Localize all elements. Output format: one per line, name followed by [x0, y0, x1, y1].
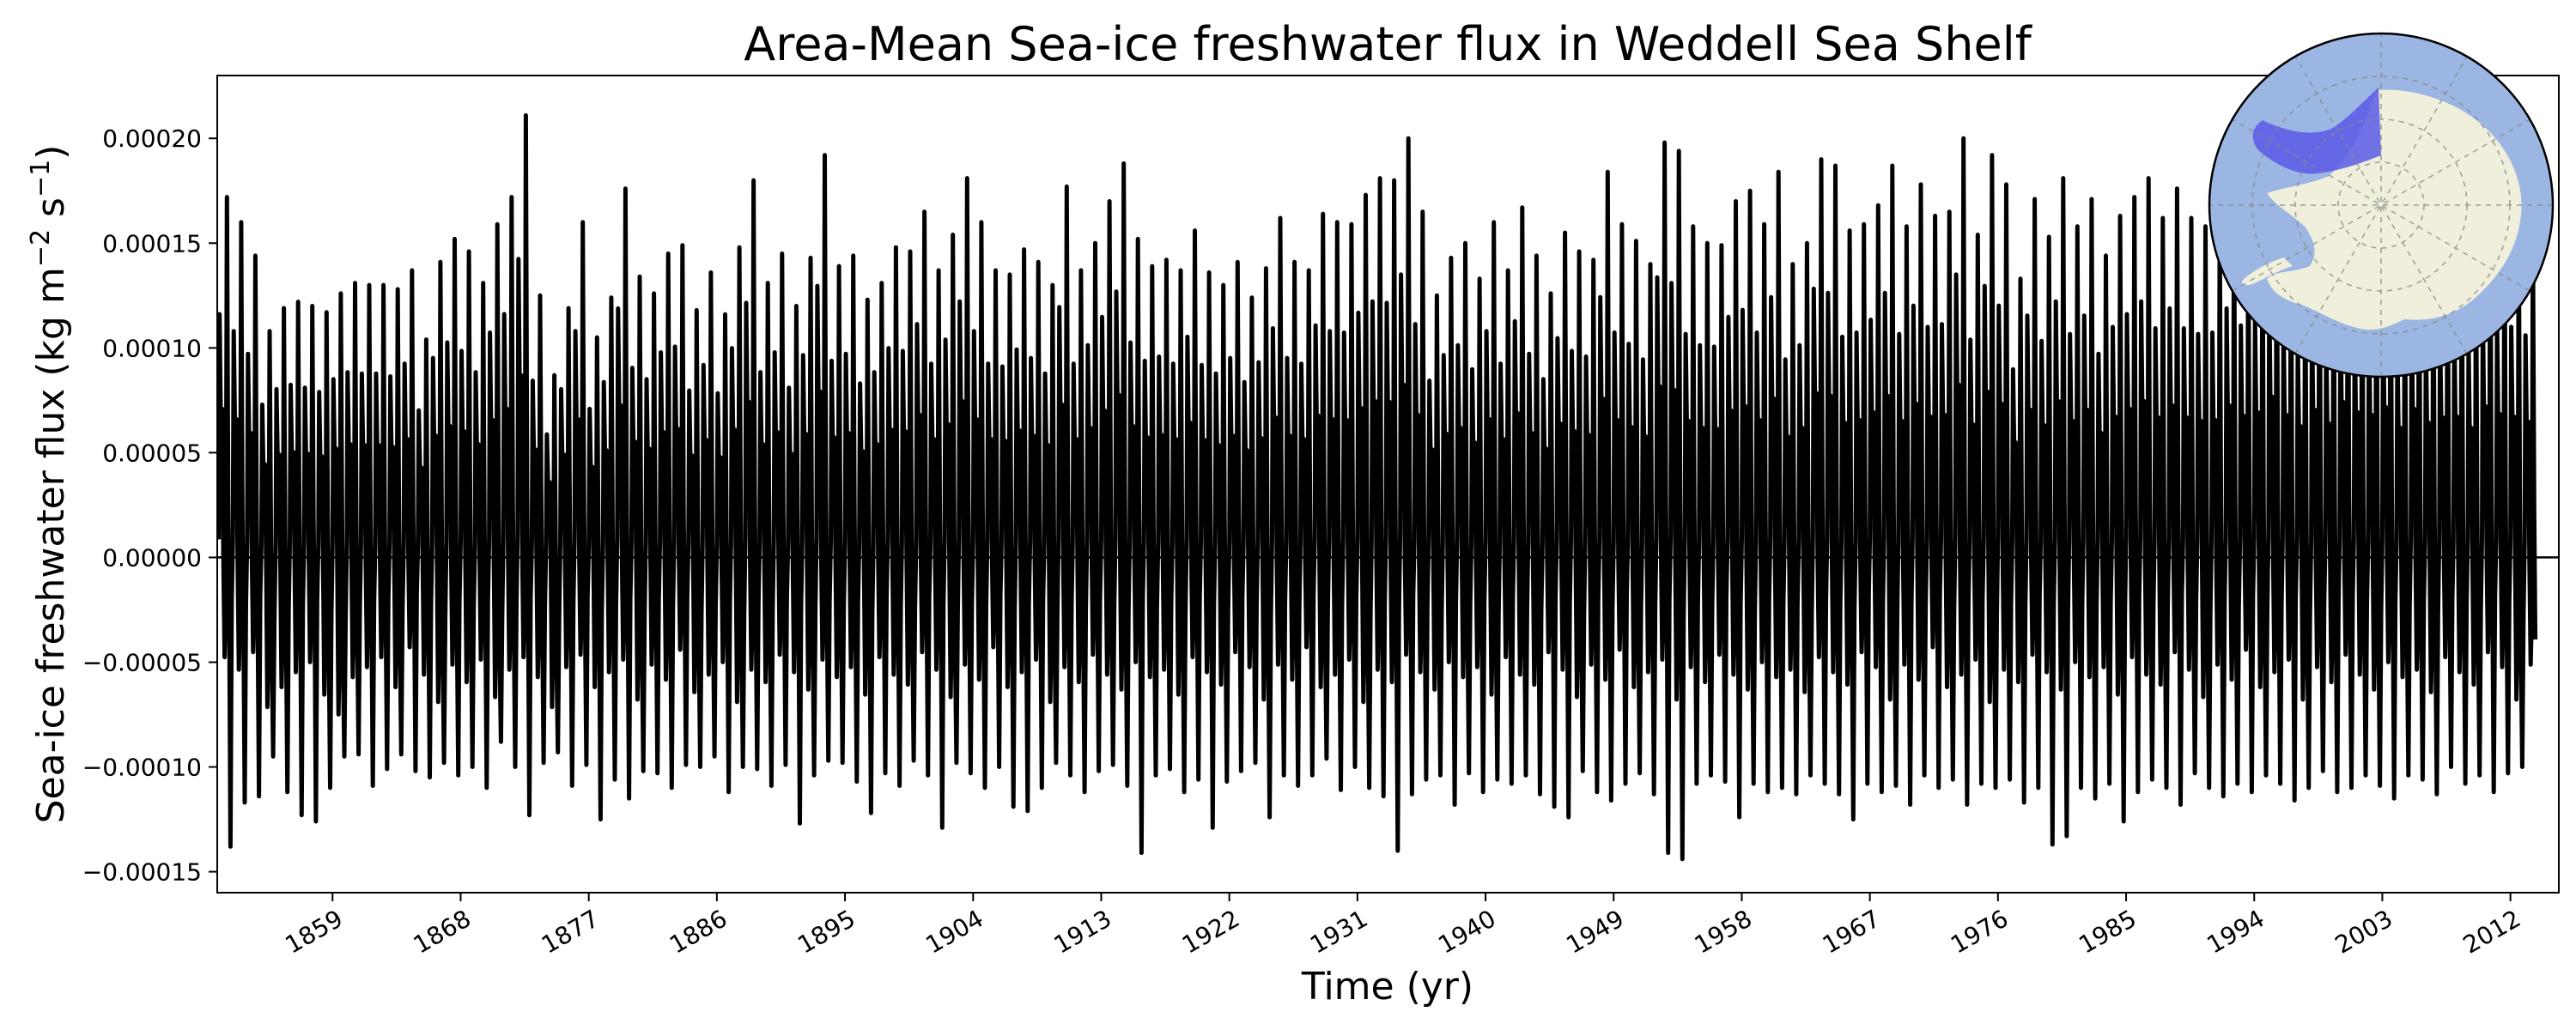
map-graticule	[2209, 33, 2553, 377]
y-tick-label: 0.00005	[102, 439, 202, 467]
x-axis-label: Time (yr)	[1301, 965, 1473, 1009]
x-tick-label: 2012	[2458, 904, 2525, 959]
x-tick-label: 1985	[2074, 904, 2141, 959]
y-axis-label: Sea-ice freshwater flux (kg m−2 s−1)	[26, 145, 74, 824]
y-tick-label: −0.00010	[82, 754, 202, 782]
chart-title: Area-Mean Sea-ice freshwater flux in Wed…	[744, 17, 2032, 71]
map-border	[2208, 32, 2555, 379]
x-tick-label: 1886	[665, 904, 732, 959]
x-tick-label: 2003	[2330, 904, 2397, 959]
x-tick-label: 1931	[1305, 904, 1372, 959]
series-line-freshwater-flux	[217, 112, 2538, 862]
y-tick-label: 0.00015	[102, 229, 202, 258]
map-antarctica-land	[2267, 89, 2522, 330]
y-tick-label: 0.00000	[102, 543, 202, 572]
x-tick-label: 1958	[1690, 904, 1757, 959]
x-tick-label: 1922	[1177, 904, 1244, 959]
y-tick-label: −0.00005	[82, 648, 202, 676]
x-tick-label: 1868	[409, 904, 476, 959]
x-tick-label: 1877	[537, 904, 604, 959]
y-axis: −0.00015 −0.00010 −0.00005 0.00000 0.00005 0.…	[82, 124, 217, 887]
x-tick-label: 1949	[1562, 904, 1629, 959]
y-tick-label: 0.00010	[102, 334, 202, 362]
x-axis: 1859 1868 1877 1886 1895 1904 1913 1922 1931 1940…	[281, 893, 2525, 960]
x-tick-label: 1904	[921, 904, 988, 959]
x-tick-label: 1895	[793, 904, 860, 959]
x-tick-label: 1967	[1818, 904, 1885, 959]
map-weddell-sea-shelf-region	[2252, 88, 2381, 174]
x-tick-label: 1994	[2202, 904, 2269, 959]
inset-map-antarctica	[2208, 32, 2555, 379]
plot-area	[217, 112, 2559, 862]
x-tick-label: 1859	[281, 904, 348, 959]
plot-frame	[216, 75, 2560, 894]
x-tick-label: 1913	[1049, 904, 1116, 959]
x-tick-label: 1976	[1946, 904, 2013, 959]
x-tick-label: 1940	[1433, 904, 1500, 959]
y-tick-label: −0.00015	[82, 858, 202, 887]
y-tick-label: 0.00020	[102, 124, 202, 153]
